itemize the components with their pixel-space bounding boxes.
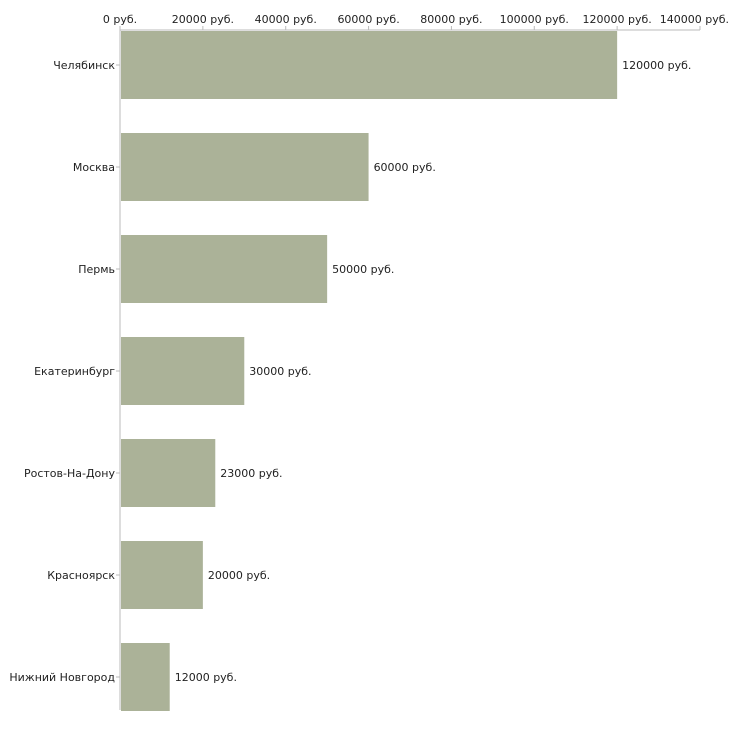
- bar: [121, 643, 170, 711]
- bar: [121, 439, 216, 507]
- value-labels: 120000 руб. 60000 руб. 50000 руб. 30000 руб…: [175, 59, 692, 684]
- x-tick-label: 80000 руб.: [420, 13, 482, 26]
- x-tick-label: 140000 руб.: [660, 13, 729, 26]
- x-tick-label: 0 руб.: [103, 13, 137, 26]
- category-label: Красноярск: [47, 569, 115, 582]
- data-label: 12000 руб.: [175, 671, 237, 684]
- data-label: 120000 руб.: [622, 59, 691, 72]
- category-label: Пермь: [78, 263, 115, 276]
- data-label: 50000 руб.: [332, 263, 394, 276]
- bar: [121, 337, 245, 405]
- data-label: 30000 руб.: [249, 365, 311, 378]
- x-tick-label: 40000 руб.: [255, 13, 317, 26]
- data-label: 23000 руб.: [220, 467, 282, 480]
- category-label: Ростов-На-Дону: [24, 467, 115, 480]
- x-tick-label: 60000 руб.: [337, 13, 399, 26]
- x-tick-label: 120000 руб.: [583, 13, 652, 26]
- bar: [121, 541, 203, 609]
- x-tick-label: 100000 руб.: [500, 13, 569, 26]
- data-label: 60000 руб.: [374, 161, 436, 174]
- category-label: Екатеринбург: [34, 365, 115, 378]
- category-label: Москва: [73, 161, 115, 174]
- x-tick-label: 20000 руб.: [172, 13, 234, 26]
- category-label: Нижний Новгород: [9, 671, 115, 684]
- category-label: Челябинск: [53, 59, 115, 72]
- x-axis: 0 руб. 20000 руб. 40000 руб. 60000 руб. 8000…: [103, 13, 729, 710]
- data-label: 20000 руб.: [208, 569, 270, 582]
- bar: [121, 235, 328, 303]
- bar: [121, 133, 369, 201]
- bar: [121, 31, 618, 99]
- bars: [121, 31, 618, 711]
- category-labels: Челябинск Москва Пермь Екатеринбург Ростов-Н…: [9, 59, 115, 684]
